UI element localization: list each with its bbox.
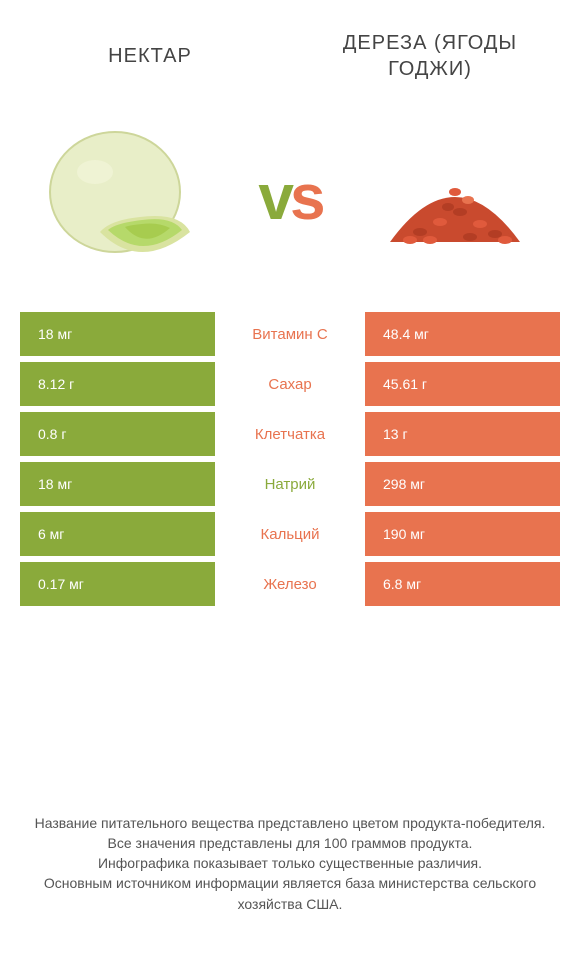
right-value-cell: 298 мг bbox=[365, 462, 560, 506]
melon-icon bbox=[40, 122, 210, 272]
infographic-container: НЕКТАР ДЕРЕЗА (ЯГОДЫ ГОДЖИ) vs bbox=[0, 0, 580, 964]
left-value-cell: 0.17 мг bbox=[20, 562, 215, 606]
left-value-cell: 0.8 г bbox=[20, 412, 215, 456]
nutrient-name-cell: Витамин C bbox=[215, 312, 365, 356]
left-value-cell: 8.12 г bbox=[20, 362, 215, 406]
table-row: 8.12 гСахар45.61 г bbox=[20, 362, 560, 406]
nutrient-name-cell: Клетчатка bbox=[215, 412, 365, 456]
footer-line: Название питательного вещества представл… bbox=[30, 813, 550, 833]
right-value-cell: 190 мг bbox=[365, 512, 560, 556]
comparison-table: 18 мгВитамин C48.4 мг8.12 гСахар45.61 г0… bbox=[20, 312, 560, 606]
table-row: 18 мгВитамин C48.4 мг bbox=[20, 312, 560, 356]
right-product-title: ДЕРЕЗА (ЯГОДЫ ГОДЖИ) bbox=[330, 30, 530, 82]
vs-letter-v: v bbox=[258, 161, 290, 233]
vs-label: vs bbox=[258, 160, 321, 234]
table-row: 0.8 гКлетчатка13 г bbox=[20, 412, 560, 456]
table-row: 6 мгКальций190 мг bbox=[20, 512, 560, 556]
vs-letter-s: s bbox=[290, 161, 322, 233]
right-value-cell: 45.61 г bbox=[365, 362, 560, 406]
left-product-title: НЕКТАР bbox=[50, 45, 250, 68]
left-value-cell: 18 мг bbox=[20, 312, 215, 356]
nutrient-name-cell: Сахар bbox=[215, 362, 365, 406]
right-value-cell: 6.8 мг bbox=[365, 562, 560, 606]
table-row: 0.17 мгЖелезо6.8 мг bbox=[20, 562, 560, 606]
goji-berries-icon bbox=[370, 122, 540, 272]
nutrient-name-cell: Кальций bbox=[215, 512, 365, 556]
titles-row: НЕКТАР ДЕРЕЗА (ЯГОДЫ ГОДЖИ) bbox=[20, 30, 560, 82]
images-row: vs bbox=[20, 122, 560, 272]
left-value-cell: 18 мг bbox=[20, 462, 215, 506]
footer-notes: Название питательного вещества представл… bbox=[20, 813, 560, 914]
right-value-cell: 13 г bbox=[365, 412, 560, 456]
right-value-cell: 48.4 мг bbox=[365, 312, 560, 356]
nutrient-name-cell: Железо bbox=[215, 562, 365, 606]
footer-line: Все значения представлены для 100 граммо… bbox=[30, 833, 550, 853]
footer-line: Основным источником информации является … bbox=[30, 873, 550, 914]
table-row: 18 мгНатрий298 мг bbox=[20, 462, 560, 506]
left-value-cell: 6 мг bbox=[20, 512, 215, 556]
nutrient-name-cell: Натрий bbox=[215, 462, 365, 506]
footer-line: Инфографика показывает только существенн… bbox=[30, 853, 550, 873]
